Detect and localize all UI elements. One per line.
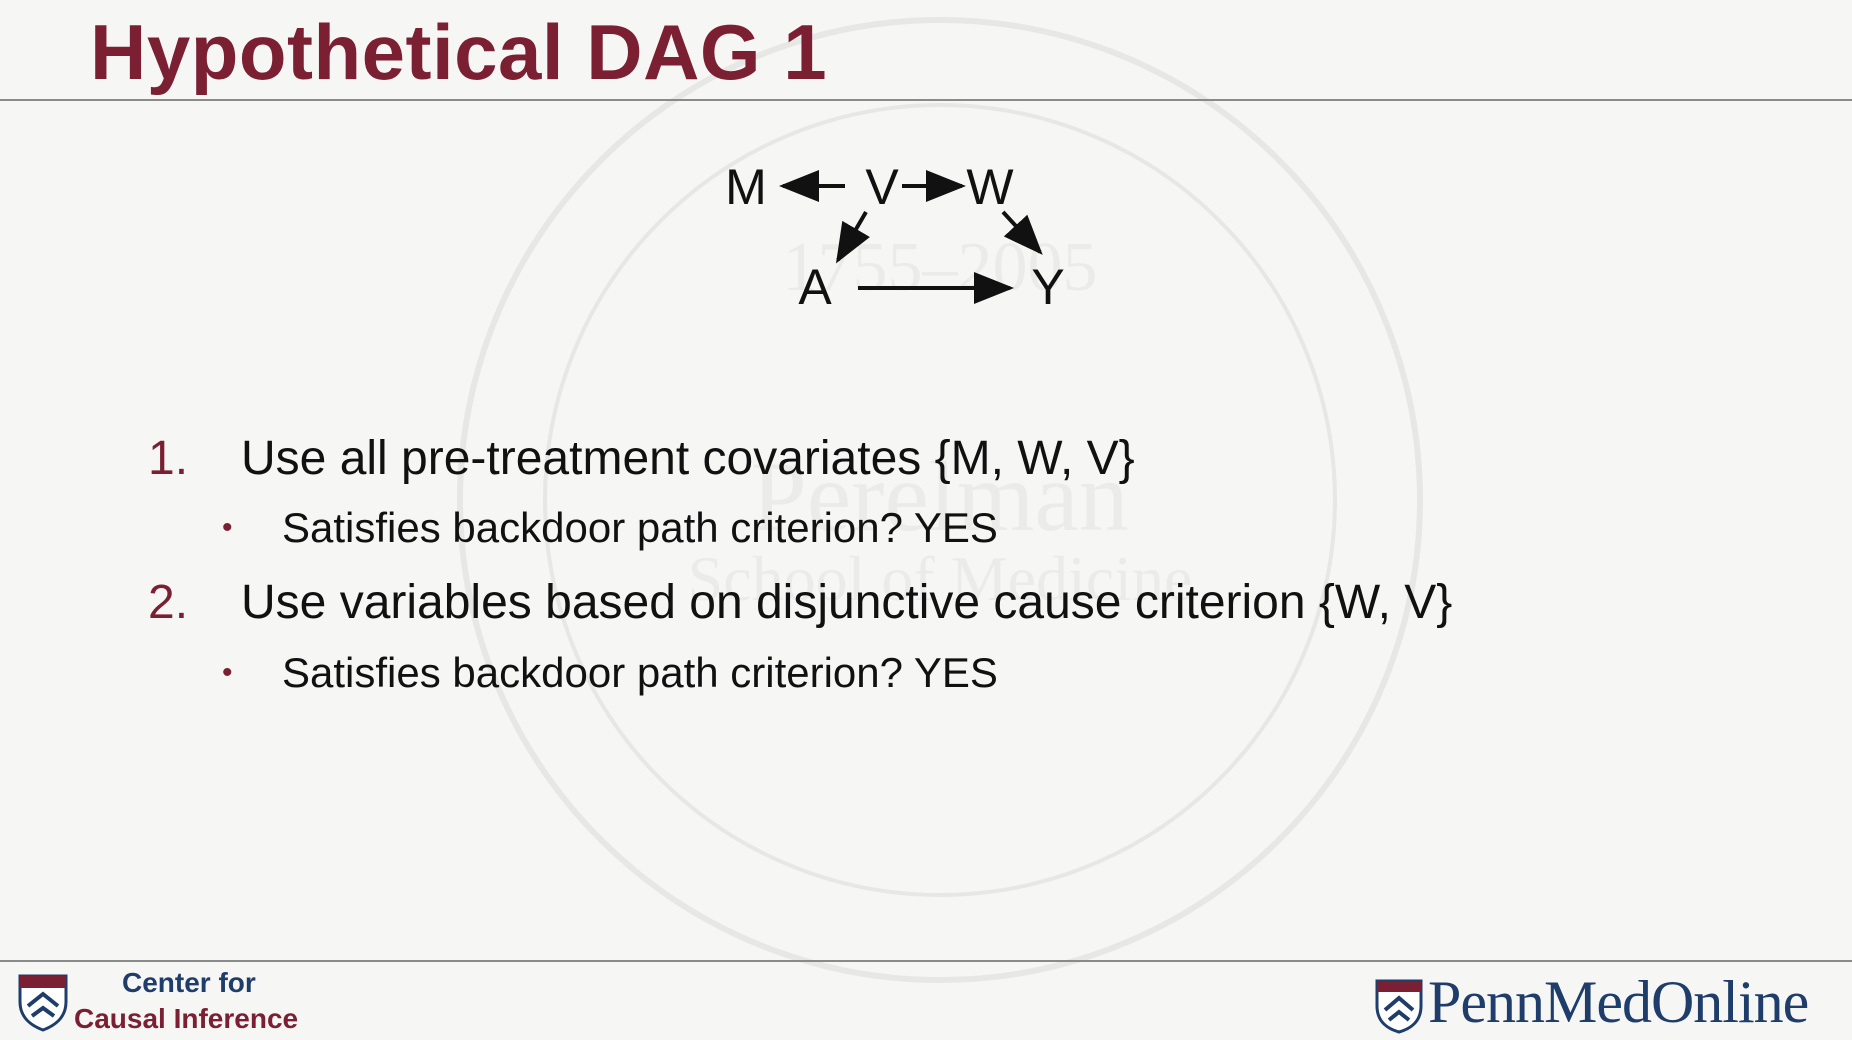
item-2-number: 2. [148,576,189,629]
dag-node-a: A [798,259,832,315]
item-2-sub-text: Satisfies backdoor path criterion? YES [282,649,998,696]
center-for-label: Center for [122,967,256,998]
item-2-text: Use variables based on disjunctive cause… [241,576,1453,629]
item-1-number: 1. [148,432,189,485]
penn-shield-icon [18,974,68,1032]
pennmed-shield-icon [1375,979,1423,1034]
item-1-text: Use all pre-treatment covariates {M, W, … [241,432,1135,485]
dag-node-v: V [865,159,899,215]
slide-title: Hypothetical DAG 1 [90,8,828,96]
title-divider [0,99,1852,101]
dag-node-w: W [966,159,1014,215]
dag-edge-v-a [835,210,870,264]
pennmedonline-wordmark: PennMedOnline [1428,969,1809,1035]
dag-node-m: M [725,159,767,215]
svg-text:1755–2005: 1755–2005 [783,229,1098,306]
item-1-sub-bullet: • [222,511,233,544]
dag-node-y: Y [1031,259,1064,315]
item-2-sub-bullet: • [222,656,233,689]
item-1-sub-text: Satisfies backdoor path criterion? YES [282,504,998,551]
footer-divider [0,960,1852,962]
dag-edge-w-y [1001,210,1043,255]
causal-inference-label: Causal Inference [74,1003,299,1034]
